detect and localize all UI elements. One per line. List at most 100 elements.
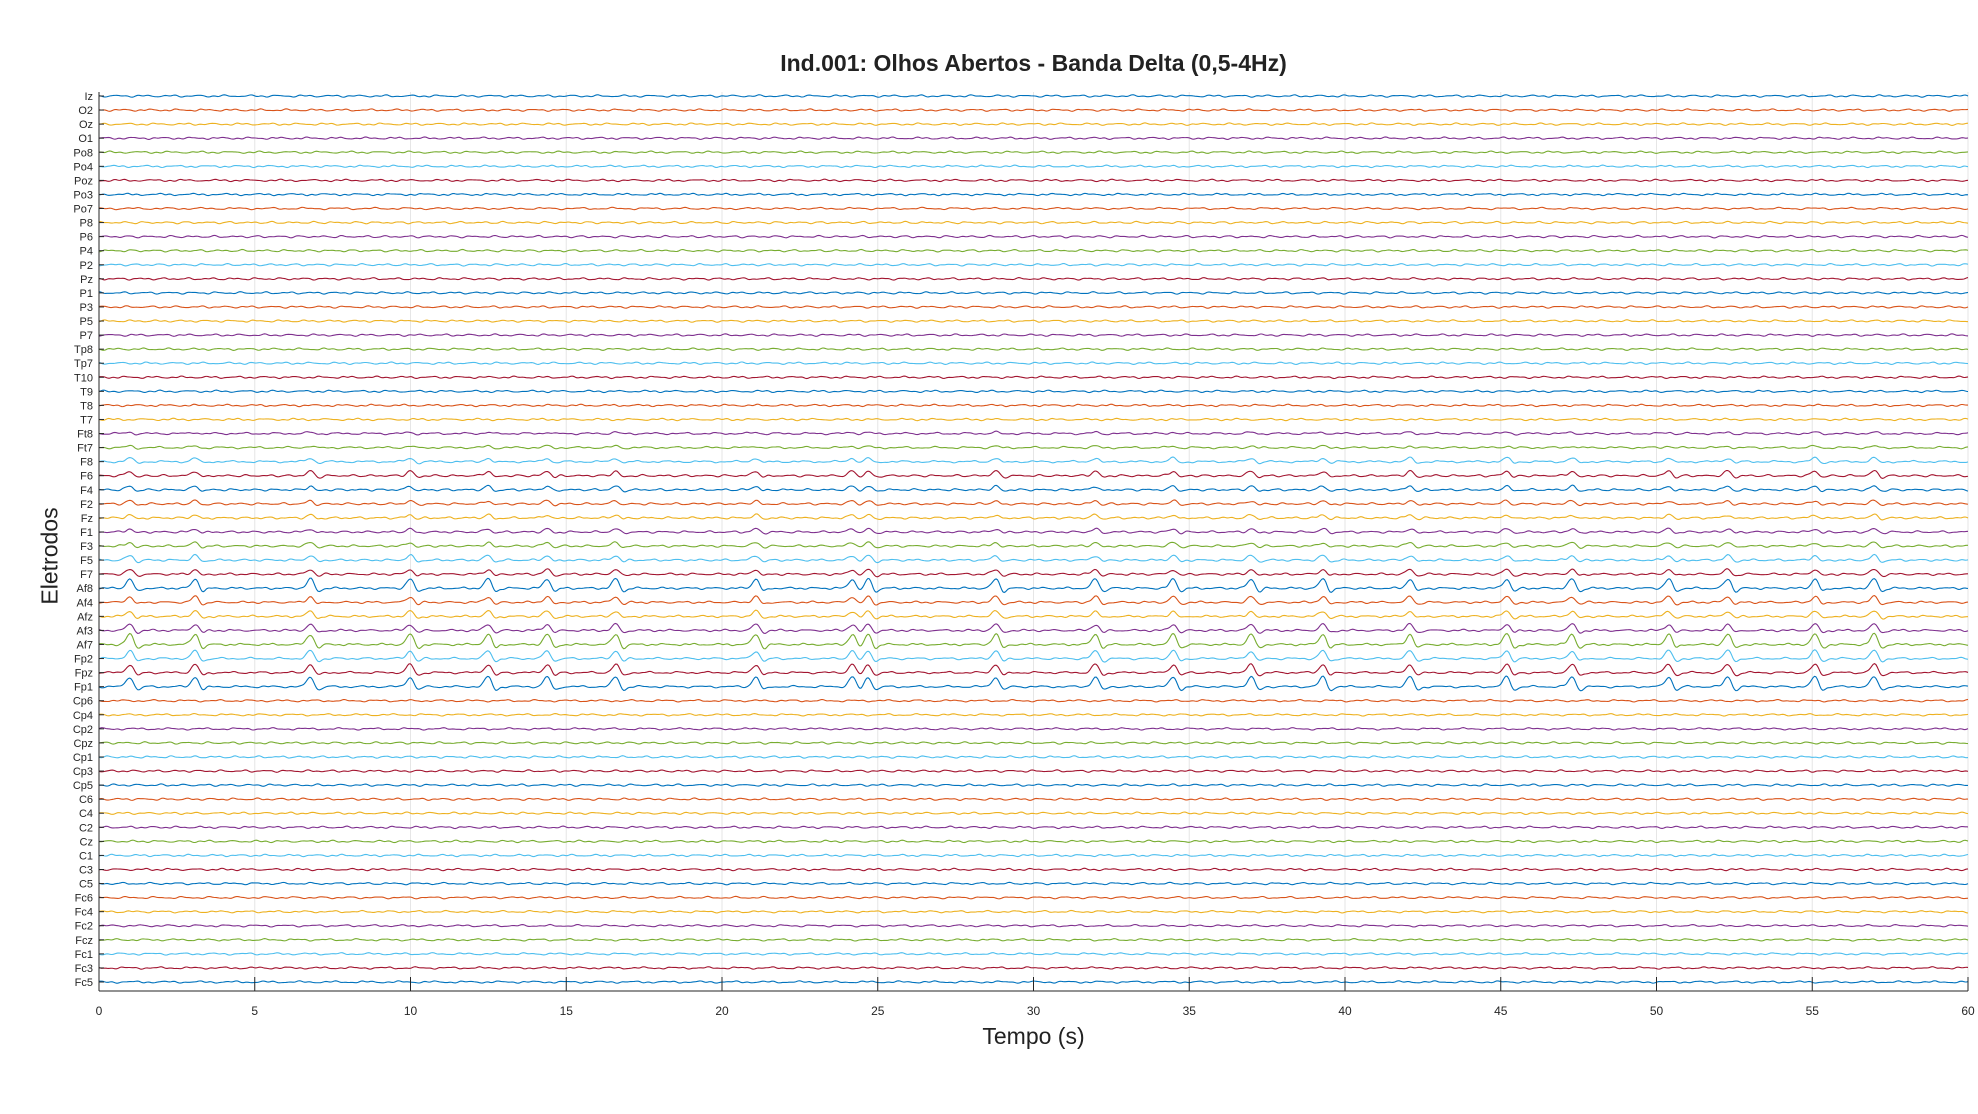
trace-t7 [98,417,1969,422]
y-tick-labels: Iz O2 Oz O1 Po8 Po4 Poz Po3 Po7 P8 P6 P4 P2 Pz P1 P3 P5 P… [73,91,93,989]
y-tick-label-po8: Po8 [73,147,93,159]
y-tick-label-iz: Iz [84,91,93,103]
y-tick-label-t7: T7 [80,414,93,426]
trace-c1 [98,853,1969,858]
x-tick-label: 40 [1338,1004,1352,1018]
y-tick-label-f1: F1 [80,527,93,539]
y-tick-label-po3: Po3 [73,189,93,201]
y-tick-label-t8: T8 [80,400,93,412]
y-tick-label-fcz: Fcz [75,935,93,947]
x-tick-labels: 0 5 10 15 20 25 30 35 40 45 50 55 60 [96,1004,1975,1018]
y-tick-label-p1: P1 [80,288,93,300]
trace-f4 [98,484,1969,493]
x-tick-label: 50 [1650,1004,1664,1018]
axes [98,92,1969,992]
x-tick-label: 10 [404,1004,418,1018]
x-axis-label: Tempo (s) [982,1023,1085,1049]
y-tick-label-p8: P8 [80,218,93,230]
eeg-traces [98,94,1969,984]
y-tick-label-cz: Cz [80,836,93,848]
trace-tp7 [98,361,1969,365]
trace-ft7 [98,444,1969,450]
y-tick-label-t9: T9 [80,386,93,398]
trace-fcz [98,938,1969,942]
y-tick-label-p2: P2 [80,260,93,272]
y-tick-label-fp2: Fp2 [74,654,93,666]
trace-cp2 [98,727,1969,731]
y-tick-label-f6: F6 [80,471,93,483]
x-tick-label: 30 [1027,1004,1041,1018]
y-tick-label-af3: Af3 [76,625,93,637]
trace-po8 [98,150,1969,154]
y-tick-label-afz: Afz [77,611,93,623]
y-tick-label-t10: T10 [74,372,93,384]
y-tick-label-fc5: Fc5 [75,977,93,989]
y-tick-label-cp6: Cp6 [73,696,93,708]
trace-f8 [98,456,1969,465]
trace-p7 [98,333,1969,337]
y-tick-label-p7: P7 [80,330,93,342]
y-tick-label-f8: F8 [80,457,93,469]
trace-cz [98,839,1969,844]
x-tick-label: 25 [871,1004,885,1018]
y-tick-label-o2: O2 [78,105,93,117]
trace-cpz [98,741,1969,745]
trace-fz [98,513,1969,521]
trace-cp5 [98,783,1969,787]
trace-t10 [99,375,1969,380]
trace-fp1 [98,675,1969,692]
trace-t9 [98,389,1969,394]
trace-af7 [98,632,1969,650]
trace-f6 [98,469,1969,480]
y-tick-label-f5: F5 [80,555,93,567]
trace-p1 [98,291,1969,295]
x-tick-label: 20 [715,1004,729,1018]
y-tick-label-po4: Po4 [73,161,93,173]
trace-cp4 [98,713,1969,717]
y-tick-label-cp2: Cp2 [73,724,93,736]
trace-c4 [98,811,1969,816]
y-tick-label-pz: Pz [80,274,93,286]
y-tick-label-cp5: Cp5 [73,780,93,792]
trace-cp6 [98,698,1969,703]
trace-c5 [98,881,1969,886]
x-tick-label: 15 [560,1004,574,1018]
trace-cp1 [98,755,1969,759]
trace-af4 [98,595,1969,606]
y-tick-label-c3: C3 [79,864,93,876]
y-tick-label-af4: Af4 [76,597,93,609]
y-tick-label-po7: Po7 [73,204,93,216]
trace-p8 [98,220,1969,225]
y-tick-label-fc6: Fc6 [75,893,93,905]
trace-af3 [98,622,1969,634]
y-tick-label-p4: P4 [80,246,93,258]
y-tick-label-tp8: Tp8 [74,344,93,356]
y-tick-label-ft7: Ft7 [77,443,93,455]
y-tick-label-fc4: Fc4 [75,907,93,919]
y-tick-label-p6: P6 [80,232,93,244]
y-tick-label-p3: P3 [80,302,93,314]
x-tick-label: 0 [96,1004,103,1018]
trace-iz [98,94,1969,98]
y-tick-label-c1: C1 [79,850,93,862]
y-tick-label-poz: Poz [74,175,93,187]
trace-po3 [98,192,1969,197]
trace-fc6 [98,895,1969,900]
chart-title: Ind.001: Olhos Abertos - Banda Delta (0,… [780,50,1287,76]
trace-p4 [98,248,1969,253]
y-tick-label-c6: C6 [79,794,93,806]
trace-tp8 [98,347,1969,351]
trace-p5 [98,319,1969,323]
y-tick-label-tp7: Tp7 [74,358,93,370]
trace-po4 [98,164,1969,169]
trace-t8 [98,403,1969,408]
y-tick-label-cp3: Cp3 [73,766,93,778]
x-tick-label: 60 [1961,1004,1975,1018]
y-tick-label-af8: Af8 [76,583,93,595]
y-tick-label-o1: O1 [78,133,93,145]
trace-af8 [98,577,1969,594]
trace-fc2 [98,923,1969,928]
y-tick-label-fc1: Fc1 [75,949,93,961]
y-tick-label-c2: C2 [79,822,93,834]
